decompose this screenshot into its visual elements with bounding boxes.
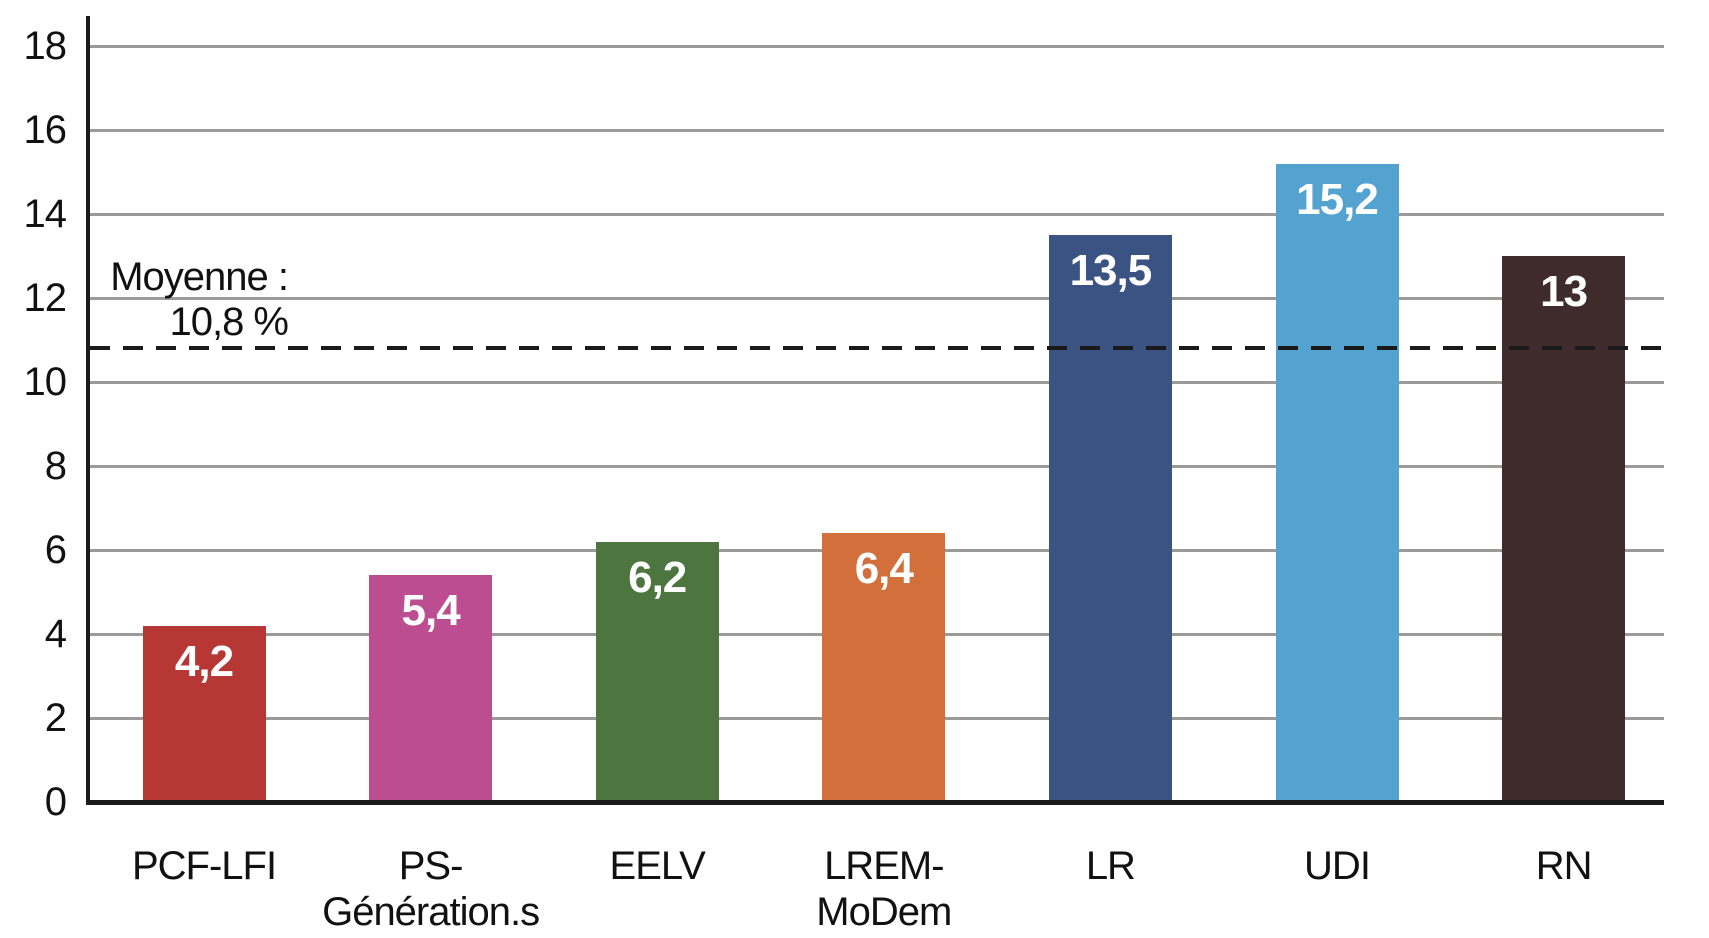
bar-value-label: 4,2 — [174, 636, 234, 686]
bar-value-label: 15,2 — [1296, 174, 1379, 224]
x-category-label: RN — [1414, 843, 1709, 889]
bar-value-label: 6,4 — [854, 544, 914, 594]
y-tick-label: 4 — [44, 612, 67, 656]
x-category-label-line: PCF-LFI — [131, 844, 277, 888]
average-dashed-line — [90, 346, 1664, 351]
bar — [1048, 235, 1172, 802]
gridline — [88, 380, 1664, 384]
bar-value-label: 6,2 — [628, 552, 687, 602]
y-axis-line — [86, 16, 90, 805]
bar-value-label: 5,4 — [401, 586, 461, 636]
x-category-label-line: UDI — [1304, 844, 1371, 888]
gridline — [88, 128, 1664, 132]
y-tick-label: 10 — [23, 360, 68, 404]
x-category-label-line: MoDem — [816, 890, 952, 934]
x-category-label-line: LR — [1085, 844, 1136, 888]
x-category-label: LREM- MoDem — [734, 843, 1034, 935]
x-category-label-line: Génération.s — [322, 890, 540, 934]
x-category-label-line: RN — [1535, 844, 1593, 888]
x-category-label: PS- Génération.s — [281, 843, 581, 935]
gridline — [88, 44, 1664, 48]
y-tick-label: 12 — [23, 276, 68, 320]
gridline — [88, 464, 1664, 468]
bar-value-label: 13 — [1540, 267, 1588, 316]
y-tick-label: 14 — [23, 192, 68, 236]
x-category-label: UDI — [1187, 843, 1487, 889]
x-axis-line — [86, 800, 1664, 805]
y-tick-label: 16 — [23, 108, 68, 152]
bar — [369, 575, 493, 802]
gridline — [88, 212, 1664, 216]
bar — [1502, 256, 1626, 802]
average-annotation-value: 10,8 % — [169, 300, 289, 344]
bar-value-label: 13,5 — [1069, 246, 1153, 295]
gridline — [88, 296, 1664, 300]
bar — [595, 541, 719, 802]
x-category-label-line: EELV — [609, 844, 706, 888]
average-annotation: Moyenne : 10,8 % — [28, 255, 289, 345]
y-tick-label: 8 — [44, 444, 67, 488]
y-tick-label: 6 — [44, 528, 67, 572]
x-category-label-line: LREM- — [824, 844, 944, 888]
bar — [1275, 163, 1399, 802]
y-tick-label: 0 — [44, 780, 67, 824]
x-category-label: PCF-LFI — [54, 843, 354, 889]
y-tick-label: 2 — [44, 696, 67, 740]
x-category-label: EELV — [507, 843, 807, 889]
x-category-label-line: PS- — [398, 844, 464, 888]
y-tick-label: 18 — [23, 24, 68, 68]
bar — [142, 625, 266, 802]
bar — [822, 533, 946, 802]
average-annotation-title: Moyenne : — [110, 255, 289, 299]
x-category-label: LR — [960, 843, 1260, 889]
